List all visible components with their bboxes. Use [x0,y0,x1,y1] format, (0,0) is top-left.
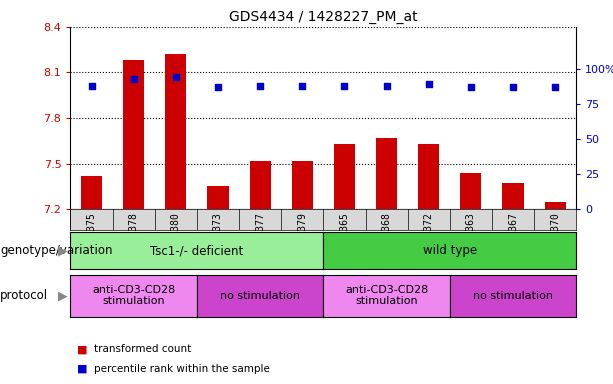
Bar [207,187,229,209]
Text: GSM738377: GSM738377 [255,212,265,265]
Bar [292,161,313,209]
Text: ▶: ▶ [58,244,67,257]
Bar [249,161,271,209]
Bar [544,202,566,209]
Text: GSM738372: GSM738372 [424,212,434,265]
Text: GSM738370: GSM738370 [550,212,560,265]
Point [466,84,476,90]
Text: wild type: wild type [423,244,477,257]
Text: ■: ■ [77,344,87,354]
Point [213,84,223,90]
Bar [81,176,102,209]
Point [424,81,433,88]
Text: GSM738363: GSM738363 [466,212,476,265]
Text: GSM738367: GSM738367 [508,212,518,265]
Bar [166,54,186,209]
Bar [376,138,397,209]
Bar [418,144,440,209]
Bar [334,144,355,209]
Text: GSM738368: GSM738368 [381,212,392,265]
Bar [123,60,144,209]
Point [129,76,139,82]
Point [550,84,560,90]
Point [171,74,181,81]
Text: anti-CD3-CD28
stimulation: anti-CD3-CD28 stimulation [345,285,428,306]
Text: percentile rank within the sample: percentile rank within the sample [94,364,270,374]
Text: ▶: ▶ [58,289,67,302]
Point [86,83,96,89]
Text: transformed count: transformed count [94,344,191,354]
Text: genotype/variation: genotype/variation [0,244,113,257]
Text: protocol: protocol [0,289,48,302]
Text: GSM738365: GSM738365 [340,212,349,265]
Bar [503,184,524,209]
Text: GSM738379: GSM738379 [297,212,307,265]
Point [508,84,518,90]
Text: anti-CD3-CD28
stimulation: anti-CD3-CD28 stimulation [92,285,175,306]
Text: GSM738373: GSM738373 [213,212,223,265]
Title: GDS4434 / 1428227_PM_at: GDS4434 / 1428227_PM_at [229,10,417,25]
Text: no stimulation: no stimulation [473,291,553,301]
Text: GSM738375: GSM738375 [86,212,97,265]
Text: GSM738378: GSM738378 [129,212,139,265]
Point [382,83,392,89]
Text: GSM738380: GSM738380 [171,212,181,265]
Point [255,83,265,89]
Text: Tsc1-/- deficient: Tsc1-/- deficient [150,244,243,257]
Text: ■: ■ [77,364,87,374]
Text: no stimulation: no stimulation [220,291,300,301]
Bar [460,173,481,209]
Point [340,83,349,89]
Point [297,83,307,89]
